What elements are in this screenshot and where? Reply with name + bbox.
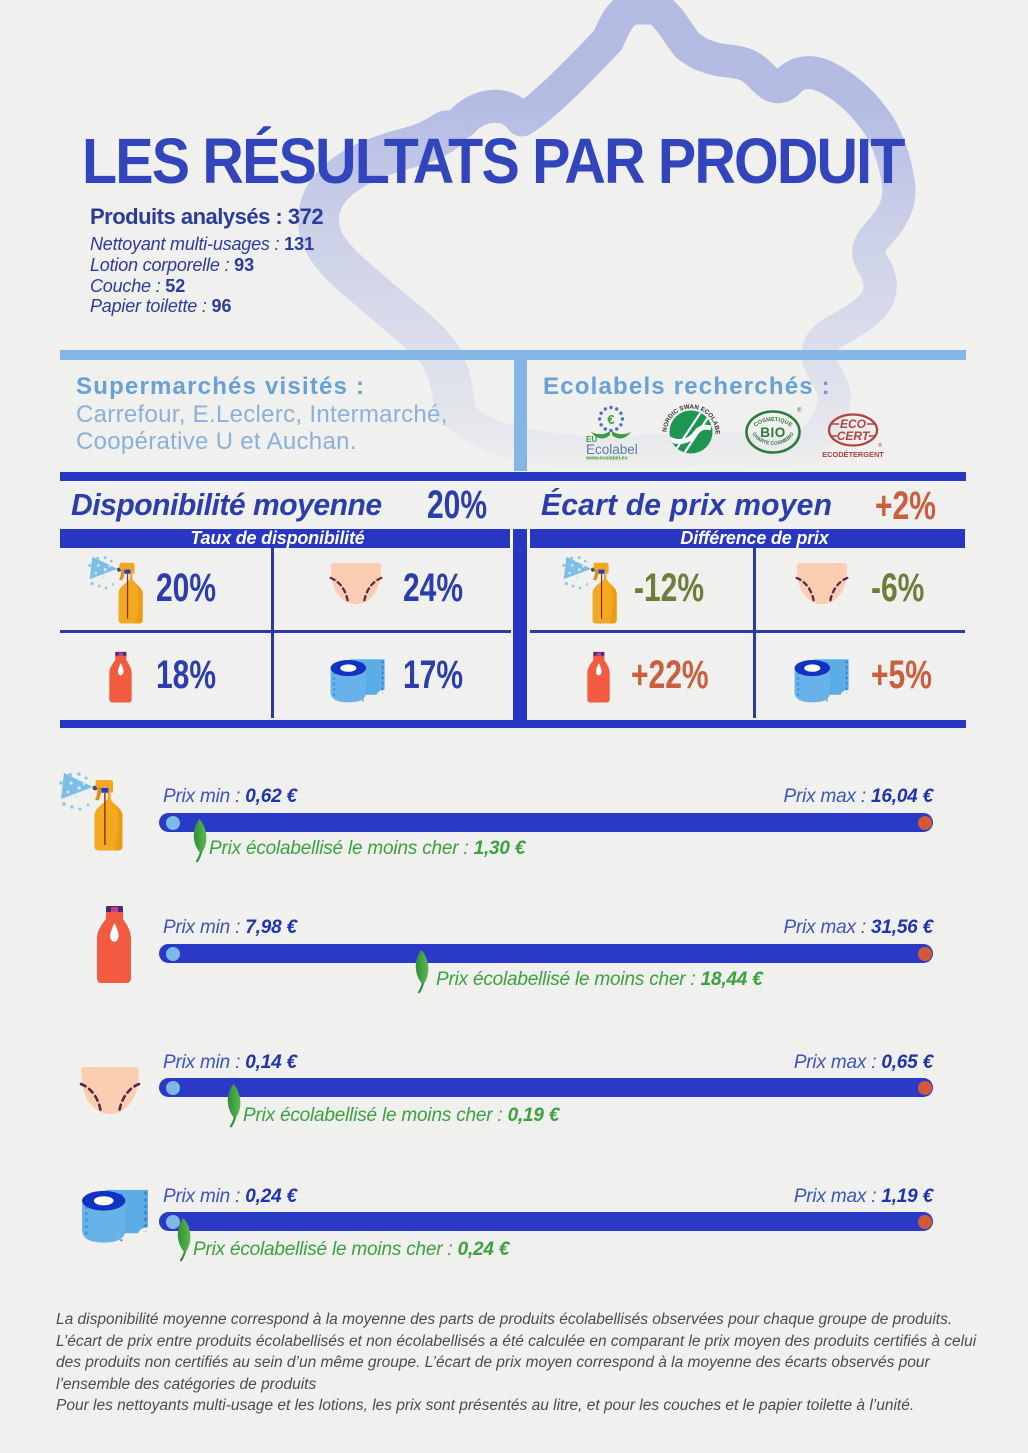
svg-text:www.ecolabel.eu: www.ecolabel.eu [585,456,628,461]
svg-text:®: ® [797,407,802,414]
svg-text:BIO: BIO [760,425,786,440]
svg-text:ECO: ECO [840,417,867,431]
svg-text:COSMETIQUE: COSMETIQUE [753,417,793,429]
svg-text:Ecolabel: Ecolabel [586,442,638,457]
svg-text:€: € [607,412,614,427]
svg-text:ECODÉTERGENT: ECODÉTERGENT [822,450,884,459]
svg-text:EU: EU [586,435,597,444]
svg-text:CERT: CERT [837,429,871,443]
svg-text:®: ® [878,442,882,449]
